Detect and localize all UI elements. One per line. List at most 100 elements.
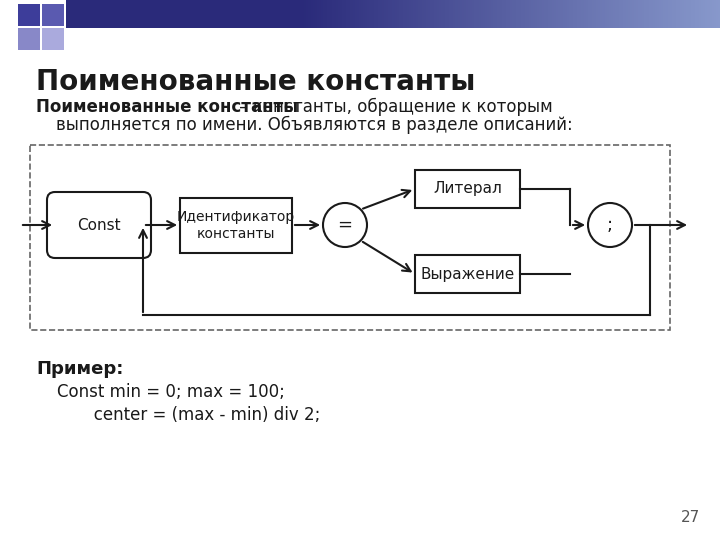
FancyBboxPatch shape xyxy=(548,0,550,28)
FancyBboxPatch shape xyxy=(533,0,535,28)
FancyBboxPatch shape xyxy=(596,0,598,28)
FancyBboxPatch shape xyxy=(485,0,487,28)
FancyBboxPatch shape xyxy=(516,0,518,28)
FancyBboxPatch shape xyxy=(382,0,384,28)
FancyBboxPatch shape xyxy=(605,0,606,28)
FancyBboxPatch shape xyxy=(47,192,151,258)
FancyBboxPatch shape xyxy=(342,0,344,28)
FancyBboxPatch shape xyxy=(518,0,521,28)
FancyBboxPatch shape xyxy=(577,0,580,28)
FancyBboxPatch shape xyxy=(344,0,346,28)
FancyBboxPatch shape xyxy=(441,0,443,28)
FancyBboxPatch shape xyxy=(319,0,321,28)
FancyBboxPatch shape xyxy=(569,0,571,28)
FancyBboxPatch shape xyxy=(606,0,608,28)
FancyBboxPatch shape xyxy=(454,0,455,28)
FancyBboxPatch shape xyxy=(585,0,588,28)
FancyBboxPatch shape xyxy=(474,0,477,28)
FancyBboxPatch shape xyxy=(329,0,331,28)
FancyBboxPatch shape xyxy=(590,0,592,28)
FancyBboxPatch shape xyxy=(401,0,403,28)
FancyBboxPatch shape xyxy=(336,0,338,28)
FancyBboxPatch shape xyxy=(367,0,369,28)
FancyBboxPatch shape xyxy=(340,0,342,28)
FancyBboxPatch shape xyxy=(718,0,720,28)
FancyBboxPatch shape xyxy=(558,0,560,28)
FancyBboxPatch shape xyxy=(680,0,683,28)
FancyBboxPatch shape xyxy=(328,0,329,28)
FancyBboxPatch shape xyxy=(445,0,447,28)
FancyBboxPatch shape xyxy=(413,0,415,28)
FancyBboxPatch shape xyxy=(663,0,665,28)
FancyBboxPatch shape xyxy=(649,0,651,28)
FancyBboxPatch shape xyxy=(438,0,441,28)
FancyBboxPatch shape xyxy=(317,0,319,28)
FancyBboxPatch shape xyxy=(706,0,707,28)
FancyBboxPatch shape xyxy=(428,0,431,28)
FancyBboxPatch shape xyxy=(640,0,642,28)
FancyBboxPatch shape xyxy=(302,0,304,28)
FancyBboxPatch shape xyxy=(491,0,493,28)
FancyBboxPatch shape xyxy=(582,0,583,28)
FancyBboxPatch shape xyxy=(405,0,407,28)
FancyBboxPatch shape xyxy=(397,0,399,28)
FancyBboxPatch shape xyxy=(665,0,667,28)
FancyBboxPatch shape xyxy=(695,0,697,28)
FancyBboxPatch shape xyxy=(714,0,716,28)
Text: center = (max - min) div 2;: center = (max - min) div 2; xyxy=(36,406,320,424)
FancyBboxPatch shape xyxy=(678,0,680,28)
FancyBboxPatch shape xyxy=(632,0,634,28)
FancyBboxPatch shape xyxy=(422,0,424,28)
FancyBboxPatch shape xyxy=(562,0,564,28)
FancyBboxPatch shape xyxy=(546,0,548,28)
FancyBboxPatch shape xyxy=(436,0,438,28)
FancyBboxPatch shape xyxy=(564,0,567,28)
FancyBboxPatch shape xyxy=(424,0,426,28)
FancyBboxPatch shape xyxy=(638,0,640,28)
FancyBboxPatch shape xyxy=(636,0,638,28)
FancyBboxPatch shape xyxy=(560,0,562,28)
FancyBboxPatch shape xyxy=(647,0,649,28)
FancyBboxPatch shape xyxy=(657,0,659,28)
FancyBboxPatch shape xyxy=(608,0,611,28)
FancyBboxPatch shape xyxy=(489,0,491,28)
FancyBboxPatch shape xyxy=(482,0,485,28)
FancyBboxPatch shape xyxy=(709,0,711,28)
FancyBboxPatch shape xyxy=(670,0,672,28)
FancyBboxPatch shape xyxy=(508,0,510,28)
FancyBboxPatch shape xyxy=(346,0,348,28)
FancyBboxPatch shape xyxy=(415,0,418,28)
FancyBboxPatch shape xyxy=(603,0,605,28)
FancyBboxPatch shape xyxy=(331,0,333,28)
FancyBboxPatch shape xyxy=(376,0,378,28)
FancyBboxPatch shape xyxy=(42,4,64,26)
FancyBboxPatch shape xyxy=(690,0,693,28)
FancyBboxPatch shape xyxy=(325,0,328,28)
FancyBboxPatch shape xyxy=(18,4,40,26)
FancyBboxPatch shape xyxy=(525,0,527,28)
FancyBboxPatch shape xyxy=(592,0,594,28)
Text: – константы, обращение к которым: – константы, обращение к которым xyxy=(234,98,553,116)
FancyBboxPatch shape xyxy=(418,0,420,28)
Text: выполняется по имени. Объявляются в разделе описаний:: выполняется по имени. Объявляются в разд… xyxy=(56,116,572,134)
FancyBboxPatch shape xyxy=(378,0,380,28)
FancyBboxPatch shape xyxy=(659,0,661,28)
Text: 27: 27 xyxy=(680,510,700,525)
FancyBboxPatch shape xyxy=(567,0,569,28)
FancyBboxPatch shape xyxy=(321,0,323,28)
Text: Пример:: Пример: xyxy=(36,360,123,378)
FancyBboxPatch shape xyxy=(468,0,470,28)
FancyBboxPatch shape xyxy=(621,0,624,28)
FancyBboxPatch shape xyxy=(550,0,552,28)
FancyBboxPatch shape xyxy=(672,0,674,28)
FancyBboxPatch shape xyxy=(487,0,489,28)
FancyBboxPatch shape xyxy=(523,0,525,28)
FancyBboxPatch shape xyxy=(707,0,709,28)
FancyBboxPatch shape xyxy=(464,0,466,28)
FancyBboxPatch shape xyxy=(505,0,508,28)
FancyBboxPatch shape xyxy=(431,0,432,28)
FancyBboxPatch shape xyxy=(613,0,615,28)
FancyBboxPatch shape xyxy=(502,0,504,28)
FancyBboxPatch shape xyxy=(598,0,600,28)
FancyBboxPatch shape xyxy=(380,0,382,28)
